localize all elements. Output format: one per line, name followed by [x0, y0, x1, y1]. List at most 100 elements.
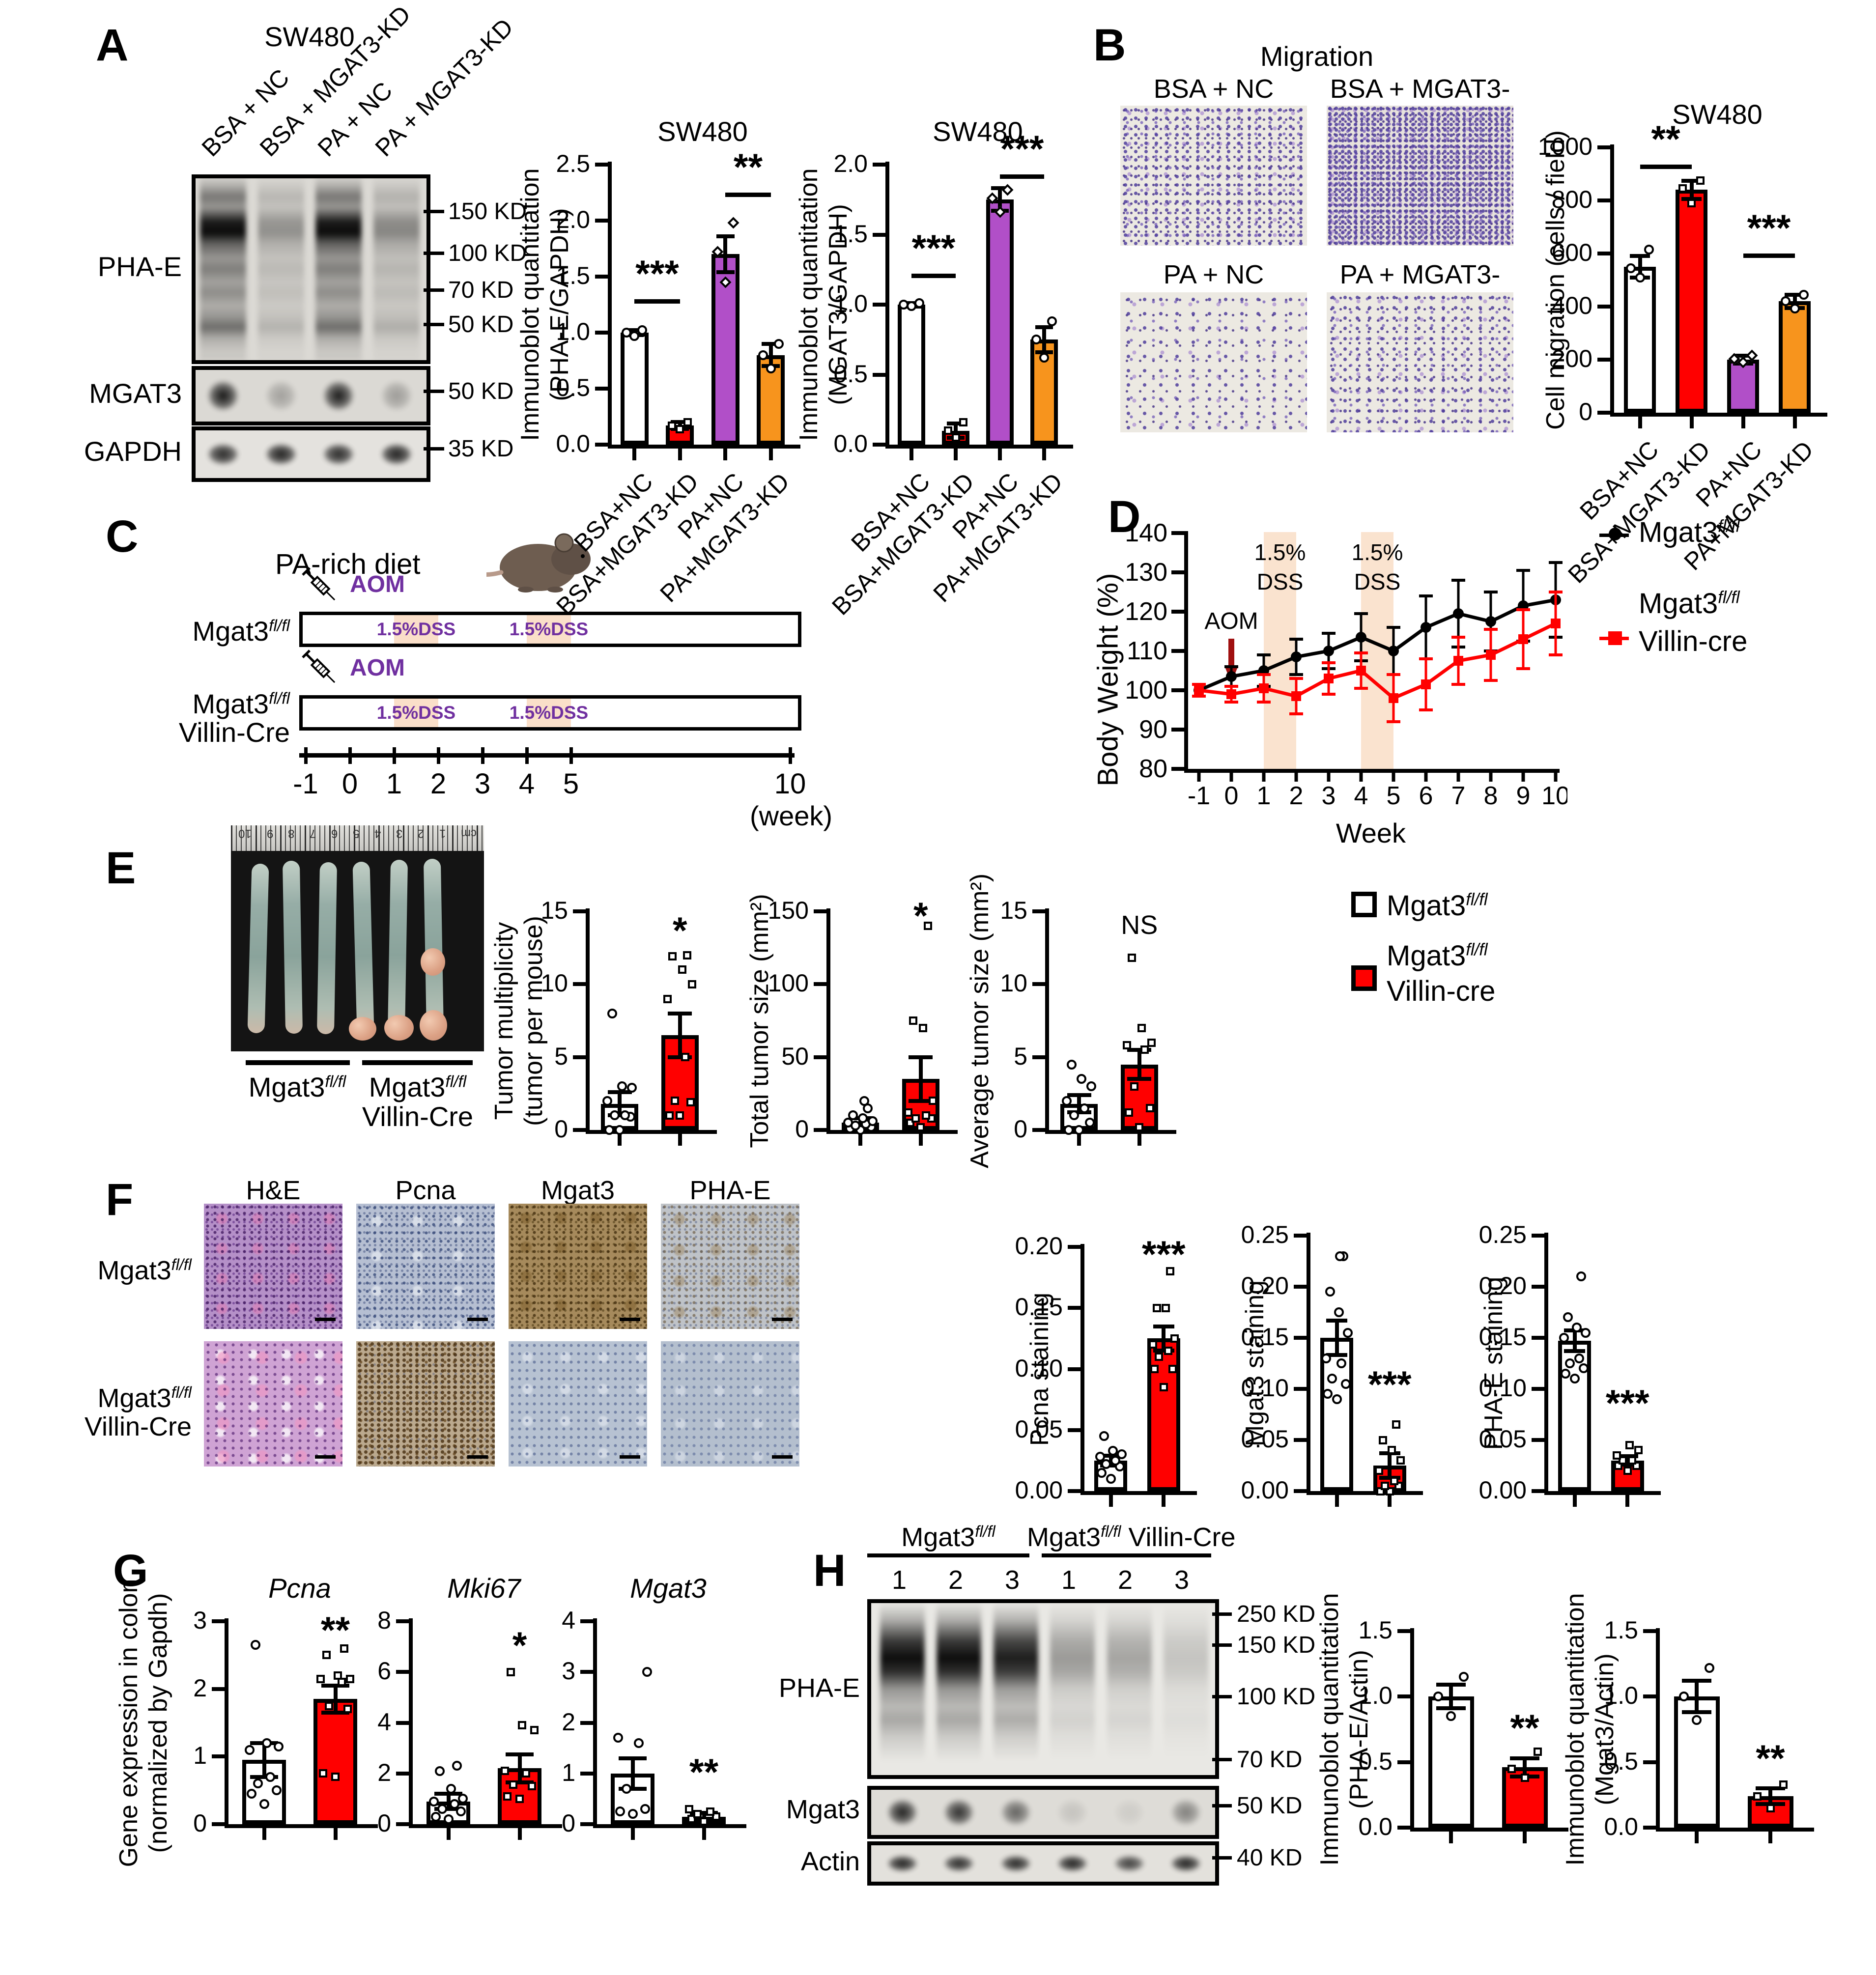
week-tick-label: 4 — [518, 768, 535, 800]
y-tick — [1397, 1694, 1410, 1699]
genotype-label-row2b: Villin-Cre — [178, 717, 290, 748]
marker-50kd: 50 KD — [1237, 1793, 1303, 1819]
data-point — [247, 1789, 257, 1799]
x-tick — [1741, 417, 1745, 428]
data-point — [452, 1761, 462, 1771]
data-point — [686, 1098, 695, 1107]
data-point — [683, 418, 692, 426]
legend-e-cre-line1: Mgat3fl/fl — [1387, 939, 1488, 972]
data-point — [521, 1769, 530, 1778]
marker-tick — [424, 323, 444, 326]
error-bar-cap — [1682, 1679, 1711, 1683]
y-tick — [396, 1721, 409, 1725]
data-point — [1705, 1663, 1715, 1673]
y-tick-label: 600 — [1551, 239, 1592, 266]
data-point — [1140, 1045, 1149, 1054]
error-bar-line — [954, 423, 958, 438]
genotype-base: Mgat3 — [192, 688, 269, 719]
y-tick-label: 100 — [767, 969, 809, 997]
data-point — [929, 1097, 938, 1105]
series-line — [1198, 621, 1557, 701]
x-tick — [1523, 1832, 1527, 1843]
data-point — [627, 1809, 638, 1819]
bar — [898, 305, 925, 445]
data-point — [437, 1804, 447, 1814]
y-axis — [409, 1618, 413, 1824]
data-point — [921, 1111, 930, 1120]
y-tick — [1294, 1489, 1307, 1493]
data-point — [455, 1806, 466, 1817]
x-tick-label: 2 — [1289, 782, 1304, 810]
data-point — [458, 1794, 468, 1804]
data-point — [1069, 1110, 1079, 1121]
dss-label: 1.5%DSS — [376, 619, 456, 639]
y-tick-label: 0.0 — [833, 430, 868, 457]
data-point — [1145, 1104, 1154, 1112]
error-bar-line — [1695, 1681, 1699, 1713]
blot-lane — [257, 370, 304, 422]
data-point — [1692, 1715, 1702, 1725]
data-point — [244, 1745, 255, 1755]
y-axis — [1610, 144, 1614, 413]
data-point — [501, 1767, 510, 1776]
data-point — [617, 1081, 627, 1091]
y-tick-label: 1.0 — [833, 290, 868, 317]
y-tick-label: 15 — [1000, 897, 1027, 924]
marker-40kd: 40 KD — [1237, 1845, 1303, 1871]
week-tick-label: 10 — [774, 768, 806, 800]
sig-text: ** — [1510, 1707, 1539, 1749]
data-point — [509, 1780, 518, 1789]
data-point — [274, 1741, 284, 1751]
data-point — [1459, 1672, 1469, 1682]
x-tick — [1456, 769, 1460, 782]
dss-band-label: DSS — [1257, 569, 1304, 594]
marker-70kd: 70 KD — [448, 277, 514, 303]
panel-a-cell-line: SW480 — [264, 21, 355, 52]
x-tick — [1042, 449, 1046, 460]
y-tick-label: 0.0 — [1358, 1813, 1393, 1840]
y-axis — [1184, 531, 1188, 773]
x-tick — [702, 1828, 706, 1840]
x-tick — [1638, 417, 1642, 428]
error-bar-cap — [909, 1099, 933, 1103]
data-point — [634, 1738, 644, 1748]
data-point — [1327, 1374, 1337, 1384]
y-tick-label: 200 — [1551, 345, 1592, 372]
aom-label-2: AOM — [350, 655, 405, 681]
legend-d-flfl: Mgat3fl/fl — [1639, 516, 1740, 549]
y-tick — [873, 443, 885, 447]
y-axis — [225, 1618, 228, 1824]
chart-title: SW480 — [1672, 99, 1762, 130]
y-tick-label: 1.5 — [1358, 1616, 1393, 1644]
y-tick-label: 0.00 — [1478, 1476, 1527, 1504]
blot-row-label-phae: PHA-E — [97, 251, 182, 282]
migration-label-3: PA + NC — [1163, 260, 1264, 289]
h-lane-number: 3 — [1174, 1565, 1190, 1595]
sig-text: ** — [320, 1609, 350, 1652]
marker-tick — [1212, 1695, 1232, 1698]
western-blot-h-actin — [867, 1841, 1219, 1886]
data-point — [683, 951, 692, 959]
data-point — [607, 1008, 618, 1018]
genotype-sup: fl/fl — [1466, 890, 1488, 909]
data-point — [615, 1806, 625, 1817]
week-tick — [525, 747, 529, 764]
data-point — [1067, 1059, 1077, 1070]
data-point — [766, 363, 776, 373]
y-tick — [1171, 728, 1184, 732]
y-tick — [814, 982, 826, 987]
data-point — [609, 1110, 620, 1121]
data-point — [642, 1667, 653, 1677]
blot-lane — [373, 178, 420, 360]
photo-group-label-1: Mgat3fl/fl — [241, 1071, 354, 1103]
error-bar-cap — [618, 1756, 647, 1760]
week-tick-label: 2 — [430, 768, 447, 800]
error-bar-cap — [947, 422, 965, 426]
x-axis — [885, 445, 1073, 449]
blot-lane — [880, 1790, 925, 1835]
data-point — [700, 1817, 708, 1826]
data-point — [1390, 1476, 1399, 1485]
panel-g-label: G — [113, 1546, 148, 1596]
y-tick — [1032, 909, 1045, 913]
series-marker — [1518, 634, 1528, 644]
